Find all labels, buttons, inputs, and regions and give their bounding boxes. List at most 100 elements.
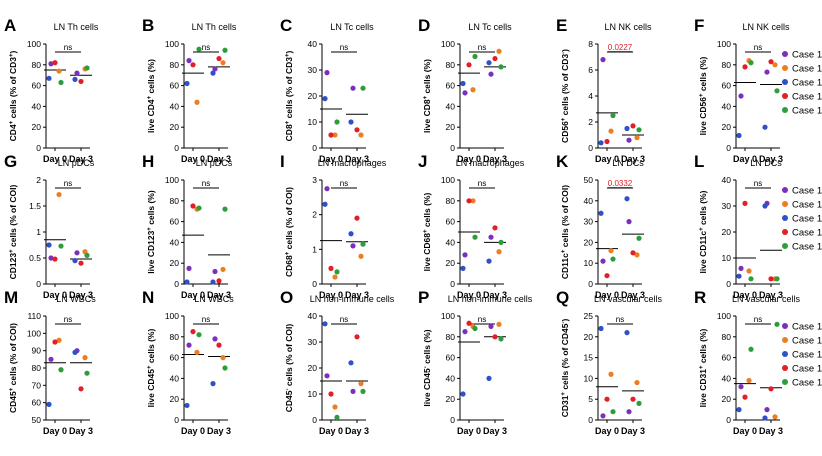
y-tick-label: 30	[308, 65, 318, 75]
y-tick-label: 60	[32, 398, 42, 408]
data-point	[768, 59, 774, 65]
x-tick-label: Day 3	[483, 290, 507, 300]
legend-marker	[782, 93, 788, 99]
legend-marker	[782, 365, 788, 371]
sig-label: ns	[754, 43, 762, 52]
legend-label: Case 12	[792, 50, 822, 61]
data-point	[56, 191, 62, 198]
y-axis-label-part: cells (%)	[698, 329, 708, 366]
y-axis-label-sup: +	[423, 229, 429, 233]
data-point	[746, 377, 752, 384]
y-tick-label: 20	[170, 122, 180, 132]
data-point	[52, 60, 58, 66]
legend-label: Case 15	[792, 364, 822, 375]
data-point	[348, 119, 354, 125]
x-tick-label: Day 0	[319, 154, 343, 164]
y-tick-label: 20	[308, 363, 318, 373]
x-tick-label: Day 3	[345, 426, 369, 436]
sig-label: ns	[478, 315, 486, 324]
y-tick-label: 80	[170, 60, 180, 70]
data-point	[210, 381, 216, 387]
y-tick-label: 40	[446, 373, 456, 383]
data-point	[498, 64, 504, 70]
panel-title: LN Th cells	[54, 22, 99, 32]
panel-letter: A	[4, 16, 16, 35]
data-point	[768, 276, 774, 282]
x-tick-label: Day 3	[69, 290, 93, 300]
panel-d: D LN Tc cells 0 20 40 60 80 100 Day 0 Day 3 live C…	[418, 16, 512, 164]
data-point	[322, 201, 328, 207]
x-tick-label: Day 0	[457, 426, 481, 436]
legend-marker	[782, 201, 788, 207]
y-axis-label-part: CD45	[8, 391, 18, 413]
y-tick-label: 80	[170, 196, 180, 206]
data-point	[184, 402, 190, 409]
data-point	[84, 65, 90, 71]
data-point	[222, 365, 228, 371]
panel-title: LN vascular cells	[732, 294, 801, 304]
data-point	[56, 337, 62, 343]
panel-letter: J	[418, 152, 427, 171]
y-axis-label: CD4+ cells (% of CD3+)	[8, 51, 18, 142]
data-point	[48, 61, 54, 67]
data-point	[82, 355, 88, 361]
sig-label: ns	[340, 179, 348, 188]
y-tick-label: 0	[174, 143, 179, 153]
y-tick-label: 0	[726, 279, 731, 289]
y-tick-label: 0	[450, 415, 455, 425]
y-tick-label: 100	[165, 175, 179, 185]
data-point	[210, 279, 216, 285]
legend-label: Case 16	[792, 242, 822, 253]
data-point	[220, 355, 226, 361]
data-point	[322, 321, 328, 327]
data-point	[470, 87, 476, 93]
data-point	[222, 206, 228, 212]
data-point	[58, 367, 64, 373]
y-tick-label: 1	[312, 244, 317, 254]
data-point	[354, 127, 360, 133]
y-axis-label-part: cells (% of COI)	[560, 185, 570, 250]
y-tick-label: 25	[584, 311, 594, 321]
y-tick-label: 40	[584, 196, 594, 206]
data-point	[742, 394, 748, 400]
data-point	[72, 349, 78, 355]
y-tick-label: 0	[312, 279, 317, 289]
y-tick-label: 20	[32, 122, 42, 132]
y-tick-label: 60	[170, 81, 180, 91]
data-point	[466, 198, 472, 204]
x-tick-label: Day 0	[319, 290, 343, 300]
y-tick-label: 60	[446, 217, 456, 227]
y-axis-label: CD45+ cells (% of COI)	[8, 323, 18, 413]
y-axis-label: CD45- cells (% of COI)	[284, 324, 294, 413]
data-point	[608, 128, 614, 134]
y-tick-label: 40	[722, 175, 732, 185]
sig-label: ns	[478, 179, 486, 188]
data-point	[738, 384, 744, 390]
legend: Case 12 Case 13 Case 14 Case 15 Case 16	[782, 186, 822, 253]
y-tick-label: 100	[165, 39, 179, 49]
x-tick-label: Day 3	[621, 154, 645, 164]
y-tick-label: 6	[588, 65, 593, 75]
y-axis-label-sup: +	[561, 117, 567, 121]
y-tick-label: 15	[584, 353, 594, 363]
sig-label: 0.0332	[608, 179, 633, 188]
data-point	[626, 409, 632, 415]
y-axis-label-part: cells (% of CD3	[284, 57, 294, 121]
y-axis-label-sup: +	[9, 120, 15, 124]
x-tick-label: Day 3	[621, 290, 645, 300]
x-tick-label: Day 0	[181, 154, 205, 164]
data-point	[46, 401, 52, 407]
y-tick-label: 10	[308, 389, 318, 399]
y-tick-label: 40	[170, 101, 180, 111]
y-tick-label: 0	[588, 415, 593, 425]
y-axis-label-sup: +	[561, 249, 567, 253]
y-axis-label-part: live CD123	[146, 230, 156, 273]
y-tick-label: 100	[441, 175, 455, 185]
data-point	[210, 70, 216, 76]
y-axis-label-part: CD123	[8, 253, 18, 280]
panel-letter: P	[418, 288, 429, 307]
data-point	[496, 321, 502, 327]
